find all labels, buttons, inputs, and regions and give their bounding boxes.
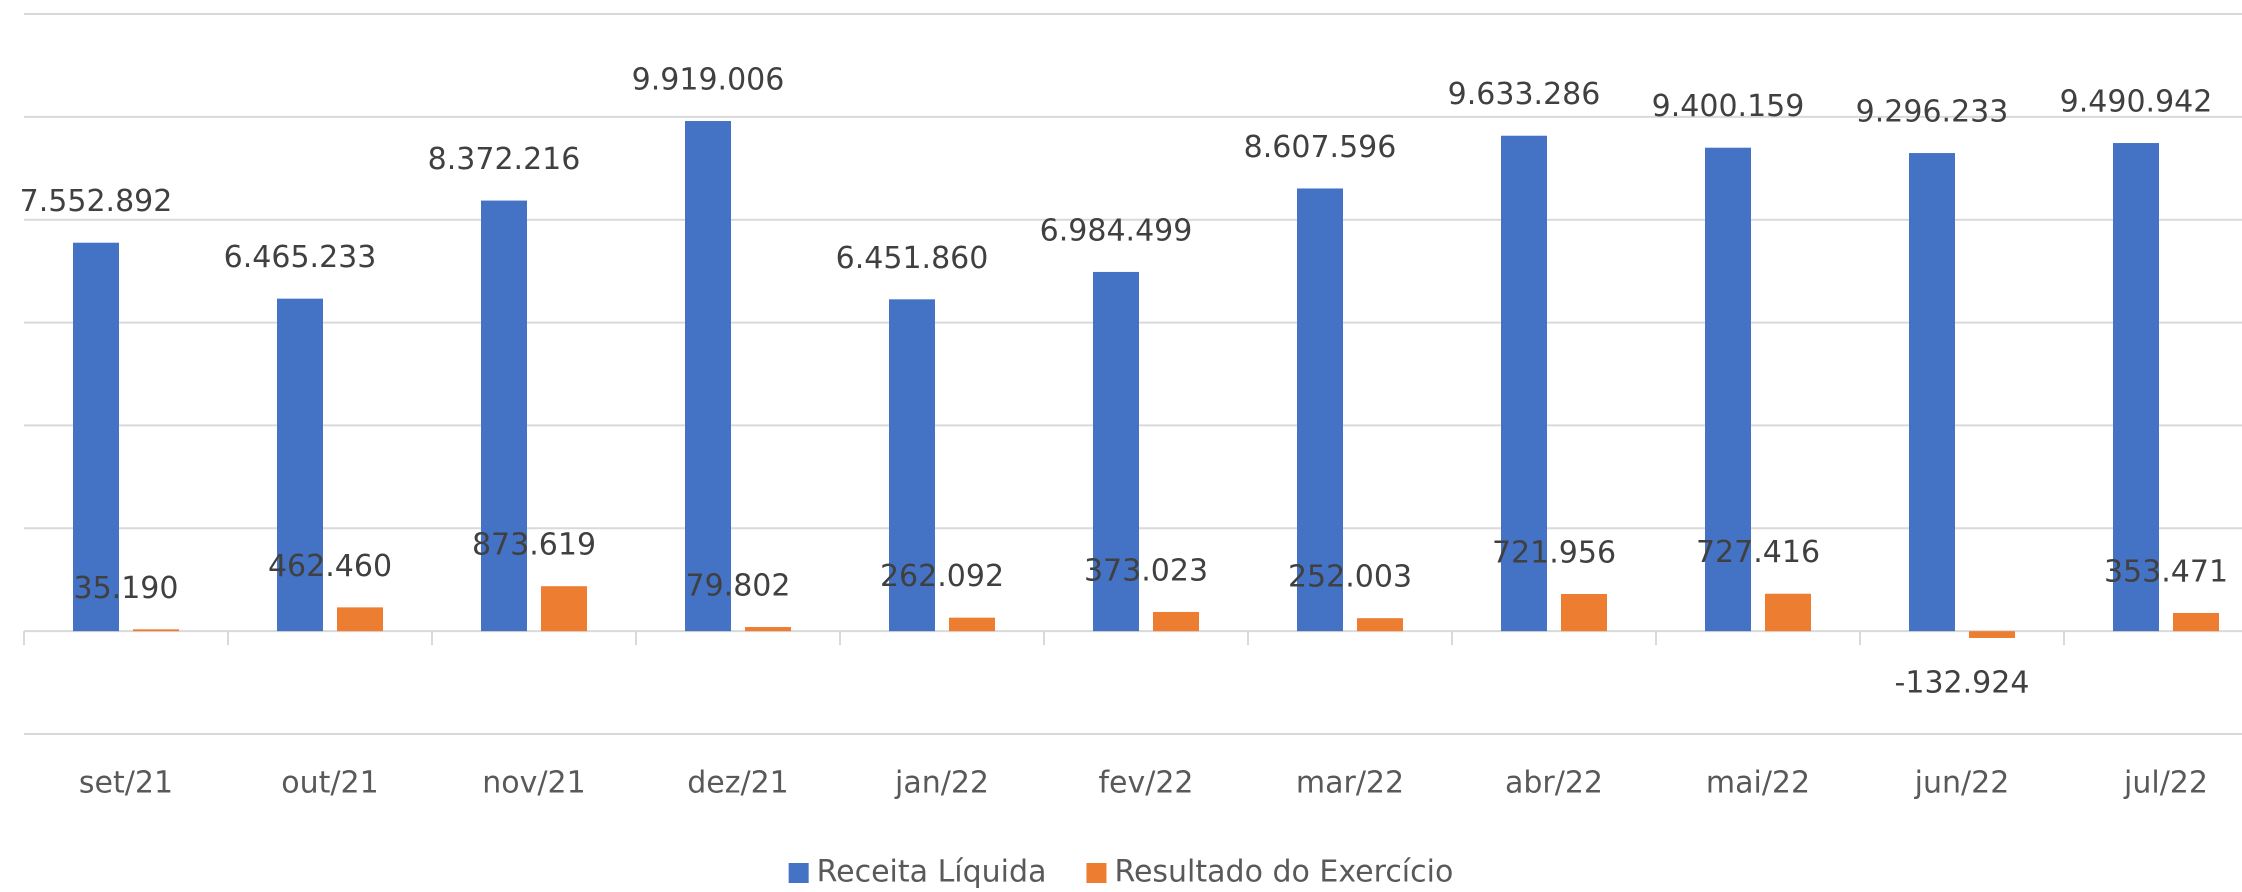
- data-label: 252.003: [1288, 560, 1412, 595]
- bar: [1909, 153, 1955, 632]
- legend-swatch: [1086, 863, 1107, 883]
- bar: [745, 627, 791, 632]
- x-tick-label: nov/21: [482, 766, 585, 801]
- bar: [337, 607, 383, 632]
- bar: [481, 200, 527, 632]
- x-tick-label: fev/22: [1098, 766, 1193, 801]
- bar: [1765, 593, 1811, 632]
- x-tick-label: set/21: [79, 766, 173, 801]
- x-tick-label: out/21: [281, 766, 378, 801]
- data-label: 9.919.006: [632, 63, 785, 98]
- bar: [1093, 271, 1139, 632]
- bar: [685, 121, 731, 632]
- data-label: 9.633.286: [1448, 77, 1601, 112]
- bar: [1561, 594, 1607, 632]
- data-label: 727.416: [1696, 535, 1820, 570]
- legend-label: Resultado do Exercício: [1114, 855, 1453, 890]
- legend-label: Receita Líquida: [817, 855, 1047, 890]
- data-label: 262.092: [880, 559, 1004, 594]
- bar: [541, 586, 587, 632]
- data-label: 6.451.860: [836, 241, 989, 276]
- bar: [1297, 188, 1343, 632]
- data-label: 373.023: [1084, 553, 1208, 588]
- data-label: 8.607.596: [1244, 130, 1397, 165]
- bar: [1705, 147, 1751, 632]
- bar: [949, 617, 995, 632]
- data-label: 721.956: [1492, 536, 1616, 571]
- bar: [133, 629, 179, 632]
- x-tick-label: jun/22: [1914, 766, 2010, 801]
- data-label: 6.984.499: [1040, 213, 1193, 248]
- x-tick-label: jul/22: [2123, 766, 2208, 801]
- bar: [1501, 135, 1547, 632]
- bar: [73, 242, 119, 632]
- data-label: 9.296.233: [1856, 95, 2009, 130]
- data-label: 353.471: [2104, 554, 2228, 589]
- data-label: 462.460: [268, 549, 392, 584]
- bar: [2113, 143, 2159, 632]
- bar: [1153, 611, 1199, 632]
- legend-swatch: [788, 863, 809, 883]
- bar: [1357, 618, 1403, 632]
- x-tick-label: abr/22: [1505, 766, 1603, 801]
- data-label: 873.619: [472, 528, 596, 563]
- data-label: 9.400.159: [1652, 89, 1805, 124]
- x-tick-label: dez/21: [687, 766, 789, 801]
- x-tick-label: jan/22: [894, 766, 989, 801]
- bar: [277, 298, 323, 632]
- x-tick-label: mar/22: [1296, 766, 1404, 801]
- data-label: 35.190: [74, 571, 179, 606]
- data-label: 6.465.233: [224, 240, 377, 275]
- x-tick-label: mai/22: [1706, 766, 1810, 801]
- data-label: 8.372.216: [428, 142, 581, 177]
- data-label: 79.802: [686, 569, 791, 604]
- data-label: -132.924: [1895, 665, 2030, 700]
- data-label: 9.490.942: [2060, 85, 2213, 120]
- data-label: 7.552.892: [20, 184, 173, 219]
- bar: [1969, 631, 2015, 638]
- bar: [2173, 612, 2219, 632]
- bar: [889, 299, 935, 632]
